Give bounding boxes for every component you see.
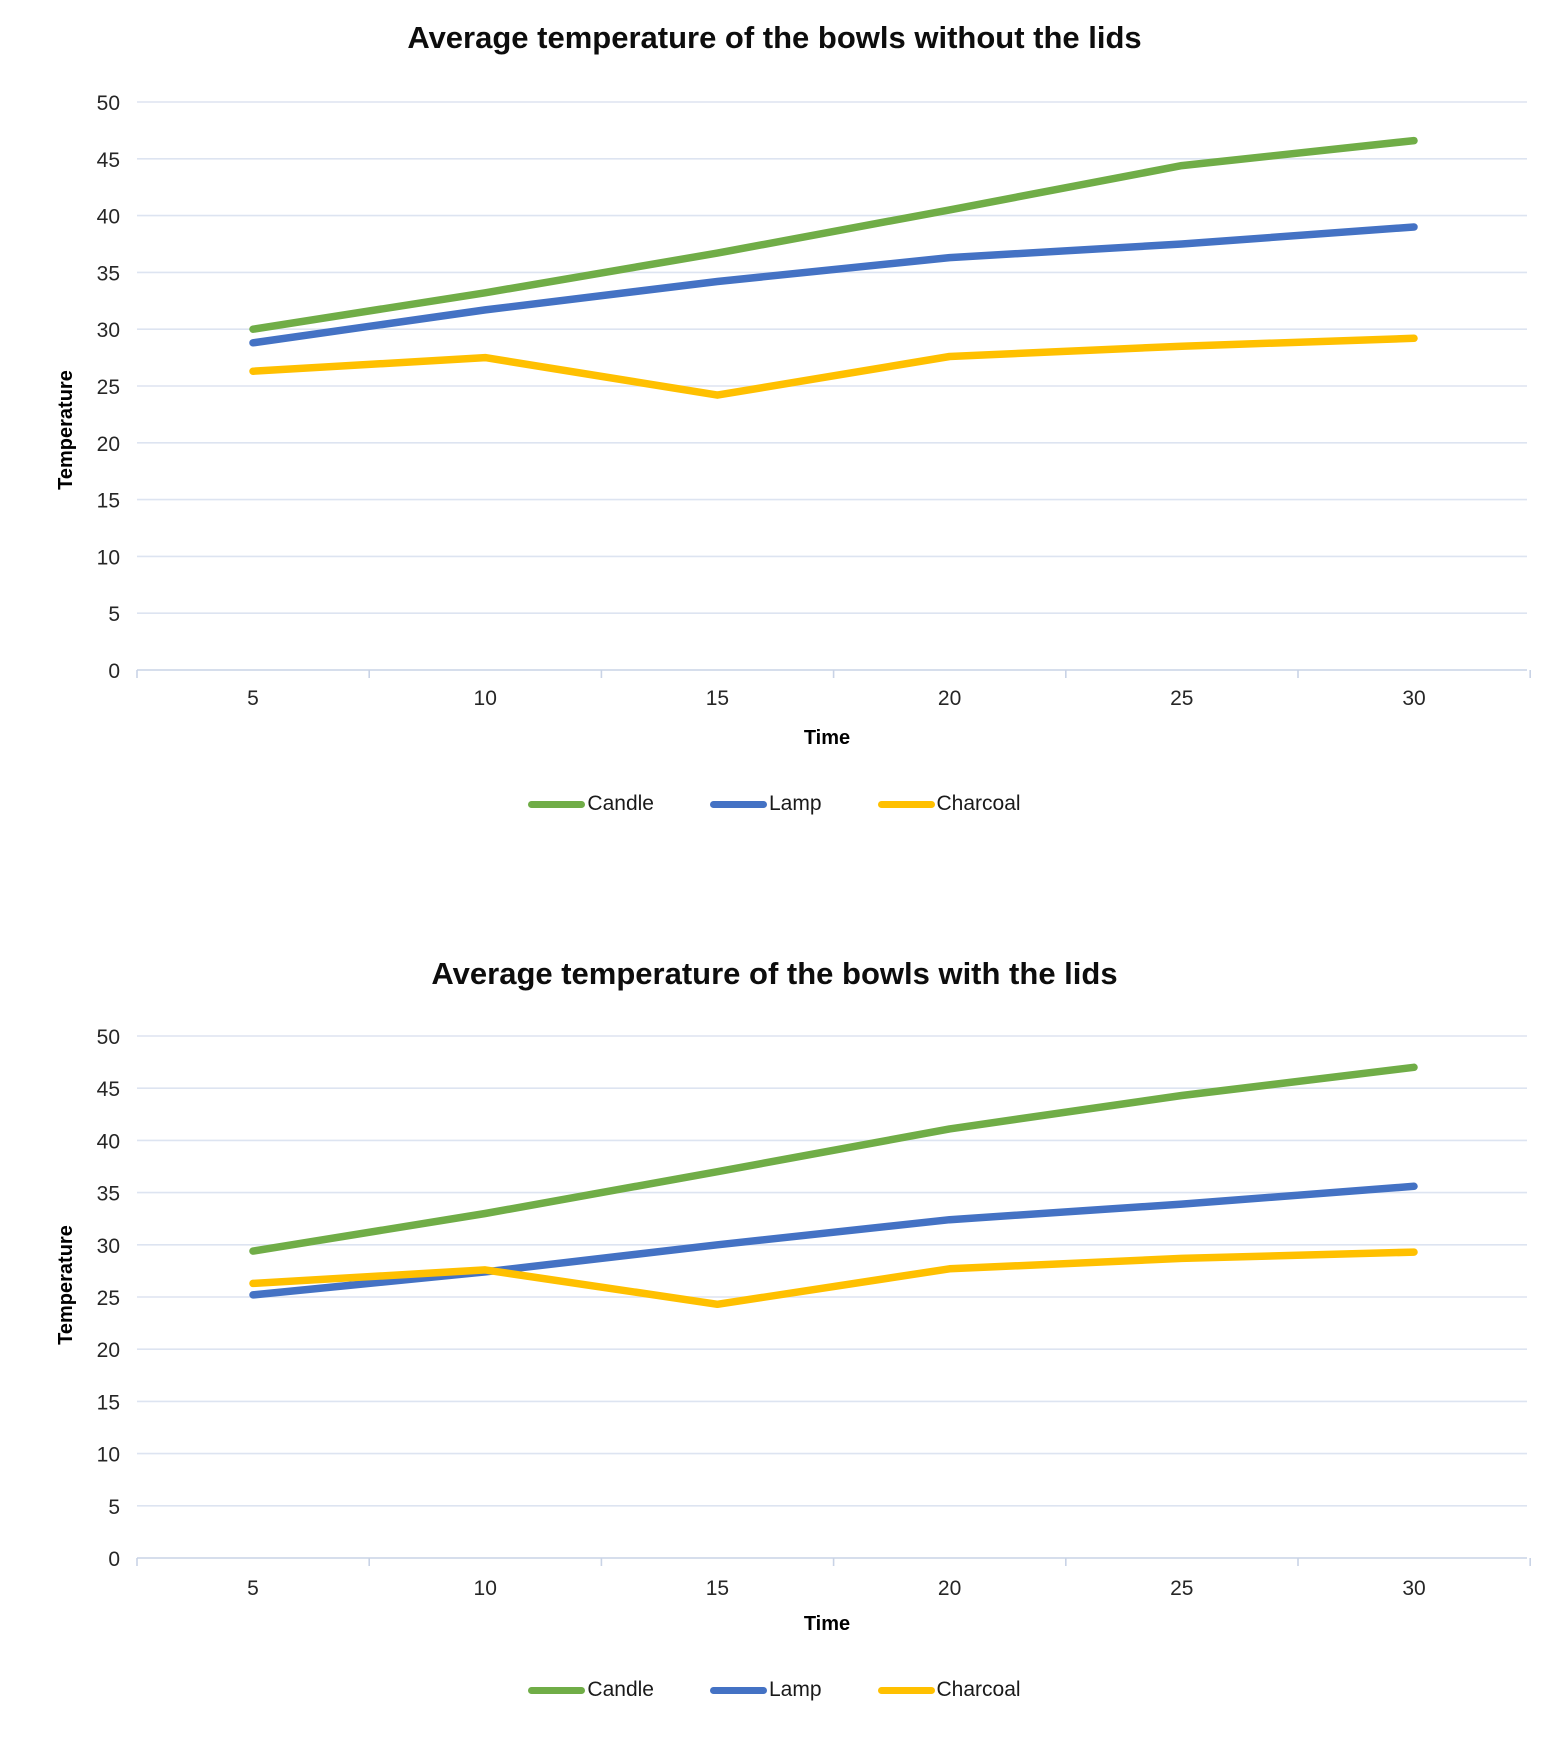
y-tick-label: 0 bbox=[108, 660, 120, 683]
y-tick-label: 25 bbox=[97, 1287, 120, 1310]
chart-title: Average temperature of the bowls with th… bbox=[431, 956, 1118, 991]
line-chart-canvas-with-lids: 0 5 10 15 20 25 30 35 40 45 50 5 10 15 20 25 30 Tempera… bbox=[55, 1026, 1531, 1635]
x-tick-label: 20 bbox=[938, 687, 961, 710]
x-tick-labels: 5 10 15 20 25 30 bbox=[247, 687, 1426, 710]
gridlines bbox=[136, 101, 1531, 678]
y-tick-label: 5 bbox=[108, 1496, 120, 1519]
legend-item-candle: Candle bbox=[528, 791, 654, 817]
y-tick-label: 35 bbox=[97, 1183, 120, 1206]
y-tick-label: 45 bbox=[97, 149, 120, 172]
legend-line-swatch-lamp bbox=[709, 1686, 767, 1694]
y-tick-label: 45 bbox=[97, 1078, 120, 1101]
y-tick-label: 30 bbox=[97, 1235, 120, 1258]
y-tick-label: 40 bbox=[97, 206, 120, 229]
y-tick-label: 50 bbox=[97, 92, 120, 115]
series-line-lamp bbox=[249, 1182, 1418, 1299]
legend-item-charcoal: Charcoal bbox=[877, 791, 1021, 817]
legend-item-lamp: Lamp bbox=[709, 791, 822, 817]
legend-line-swatch-lamp bbox=[709, 800, 767, 808]
x-tick-label: 25 bbox=[1170, 687, 1193, 710]
y-tick-label: 5 bbox=[108, 603, 120, 626]
x-tick-label: 10 bbox=[474, 1577, 497, 1600]
y-tick-label: 15 bbox=[97, 490, 120, 513]
legend: Candle Lamp Charcoal bbox=[0, 1677, 1549, 1703]
legend-label: Lamp bbox=[768, 1678, 822, 1701]
x-tick-labels: 5 10 15 20 25 30 bbox=[247, 1577, 1426, 1600]
y-tick-label: 10 bbox=[97, 546, 120, 569]
y-tick-label: 0 bbox=[108, 1548, 120, 1571]
x-tick-label: 30 bbox=[1402, 687, 1425, 710]
series-line-candle bbox=[249, 136, 1418, 333]
legend-label: Candle bbox=[587, 792, 654, 815]
y-tick-label: 20 bbox=[97, 433, 120, 456]
x-tick-label: 15 bbox=[706, 1577, 729, 1600]
series-line-charcoal bbox=[249, 334, 1418, 399]
legend-item-charcoal: Charcoal bbox=[877, 1677, 1021, 1703]
y-tick-label: 40 bbox=[97, 1130, 120, 1153]
y-tick-labels: 0 5 10 15 20 25 30 35 40 45 50 bbox=[97, 1026, 120, 1571]
y-tick-label: 35 bbox=[97, 262, 120, 285]
legend-item-candle: Candle bbox=[528, 1677, 654, 1703]
y-tick-label: 50 bbox=[97, 1026, 120, 1049]
x-tick-label: 15 bbox=[706, 687, 729, 710]
chart-with-lids: 0 5 10 15 20 25 30 35 40 45 50 5 10 15 20 25 30 Tempera… bbox=[0, 860, 1549, 1741]
legend-line-swatch-charcoal bbox=[877, 1686, 935, 1694]
x-tick-label: 5 bbox=[247, 687, 259, 710]
x-tick-label: 20 bbox=[938, 1577, 961, 1600]
y-tick-label: 20 bbox=[97, 1339, 120, 1362]
gridlines bbox=[136, 1035, 1531, 1566]
x-tick-label: 5 bbox=[247, 1577, 259, 1600]
legend-line-swatch-candle bbox=[528, 1686, 586, 1694]
y-tick-label: 15 bbox=[97, 1391, 120, 1414]
x-axis-title: Time bbox=[804, 1613, 850, 1635]
legend: Candle Lamp Charcoal bbox=[0, 791, 1549, 817]
chart-title: Average temperature of the bowls without… bbox=[407, 20, 1142, 55]
series-line-charcoal bbox=[249, 1248, 1418, 1309]
y-tick-labels: 0 5 10 15 20 25 30 35 40 45 50 bbox=[97, 92, 120, 683]
legend-label: Charcoal bbox=[936, 792, 1021, 815]
x-tick-label: 10 bbox=[474, 687, 497, 710]
legend-label: Candle bbox=[587, 1678, 654, 1701]
x-tick-label: 25 bbox=[1170, 1577, 1193, 1600]
x-axis-title: Time bbox=[804, 727, 850, 749]
y-axis-title: Temperature bbox=[55, 370, 77, 490]
series-line-lamp bbox=[249, 223, 1418, 347]
legend-line-swatch-candle bbox=[528, 800, 586, 808]
legend-label: Charcoal bbox=[936, 1678, 1021, 1701]
chart-without-lids: 0 5 10 15 20 25 30 35 40 45 50 5 10 15 20 25 30 Tempera… bbox=[0, 0, 1549, 845]
y-tick-label: 25 bbox=[97, 376, 120, 399]
series-line-candle bbox=[249, 1063, 1418, 1255]
y-axis-title: Temperature bbox=[55, 1225, 77, 1345]
series-lines bbox=[249, 136, 1418, 399]
legend-item-lamp: Lamp bbox=[709, 1677, 822, 1703]
y-tick-label: 10 bbox=[97, 1444, 120, 1467]
legend-label: Lamp bbox=[768, 792, 822, 815]
x-tick-label: 30 bbox=[1402, 1577, 1425, 1600]
line-chart-canvas-without-lids: 0 5 10 15 20 25 30 35 40 45 50 5 10 15 20 25 30 Tempera… bbox=[55, 92, 1531, 749]
y-tick-label: 30 bbox=[97, 319, 120, 342]
series-lines bbox=[249, 1063, 1418, 1309]
legend-line-swatch-charcoal bbox=[877, 800, 935, 808]
